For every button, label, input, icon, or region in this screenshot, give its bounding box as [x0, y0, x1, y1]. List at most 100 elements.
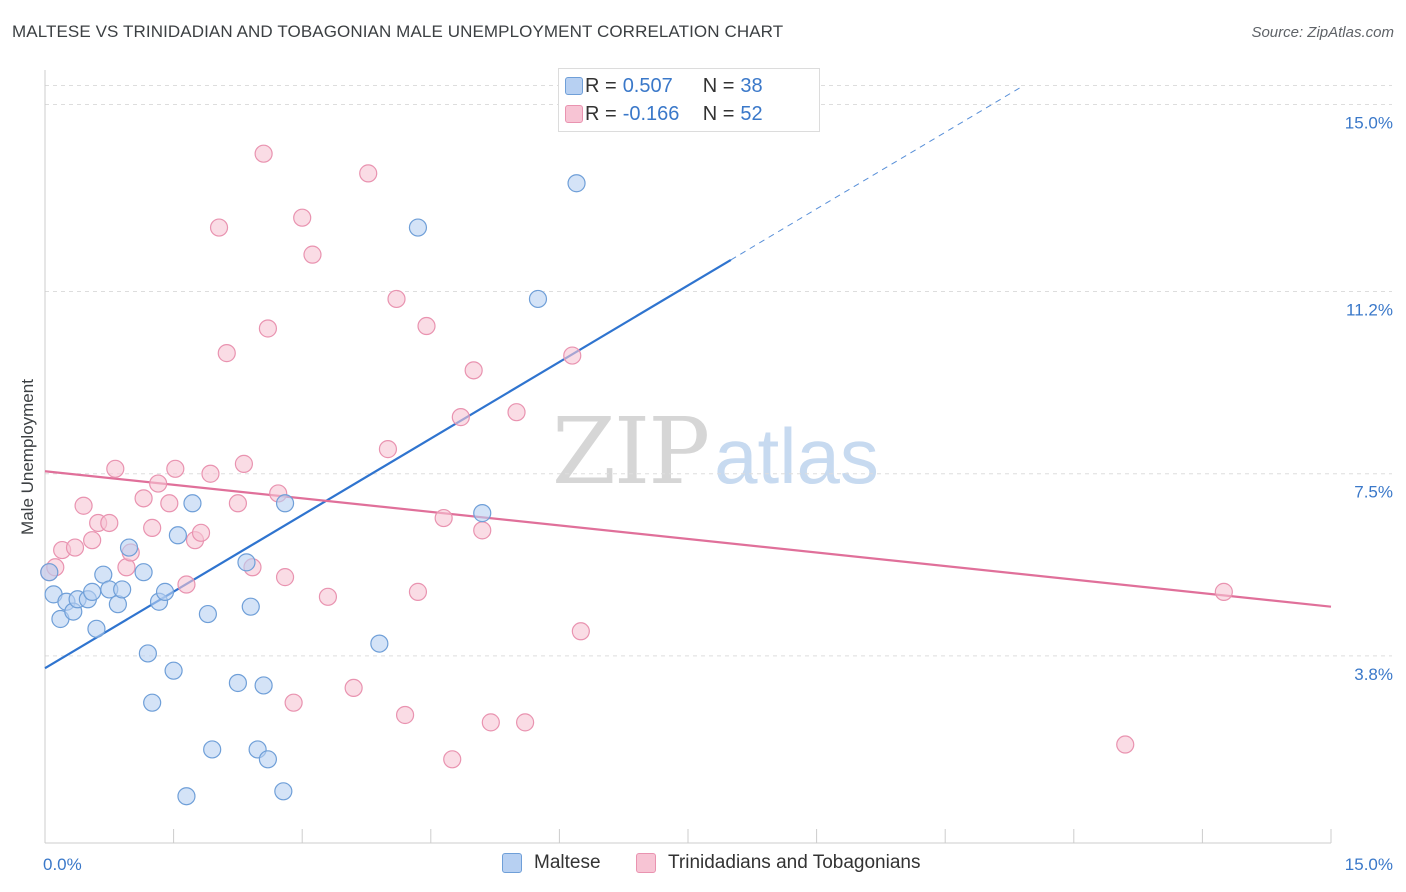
maltese-point [241, 597, 260, 616]
trinidadian-point [106, 459, 125, 478]
maltese-point [40, 563, 59, 582]
trinidadian-point [284, 693, 303, 712]
watermark: ZIPatlas [552, 398, 879, 505]
legend-maltese-label: Maltese [534, 852, 601, 873]
maltese-r-label: R = [585, 74, 617, 97]
maltese-point [143, 693, 162, 712]
trinidadian-point [516, 713, 535, 732]
trinidadian-point [1116, 735, 1135, 754]
maltese-r-value: 0.507 [622, 74, 673, 97]
trinidadian-point [318, 587, 338, 606]
trinidadian-point [451, 408, 470, 427]
y-tick-label: 3.8% [1354, 665, 1393, 684]
maltese-point [228, 673, 247, 693]
trinidadian-point [258, 319, 278, 338]
maltese-swatch [565, 77, 583, 95]
maltese-point [119, 538, 139, 557]
y-tick-label: 15.0% [1345, 113, 1393, 132]
maltese-point [138, 644, 157, 663]
trinidadian-point [473, 521, 492, 540]
trinidadian-point [408, 582, 428, 601]
maltese-trendline [44, 258, 732, 670]
trendline-layer [44, 86, 1332, 670]
maltese-point [254, 676, 273, 695]
trinidadian-point [254, 144, 273, 163]
maltese-point [203, 740, 222, 759]
trinidadian-point [275, 568, 295, 587]
maltese-point [113, 580, 132, 599]
trinidadian-point [201, 464, 220, 483]
y-tick-label: 11.2% [1346, 301, 1393, 320]
trinidadian-point [563, 346, 582, 365]
trinidadian-point [443, 750, 462, 769]
maltese-n-label: N = [702, 74, 735, 97]
points-layer [40, 144, 1233, 806]
maltese-point [87, 619, 106, 638]
trinidadian-point [359, 164, 378, 183]
watermark-atlas: atlas [714, 412, 879, 500]
axis-layer [44, 70, 1332, 844]
trinidadian-point [1214, 582, 1233, 601]
trinidadian-point [83, 531, 102, 550]
maltese-point [237, 553, 256, 572]
trinidadian-n-value: 52 [740, 102, 763, 125]
trinidadian-point [481, 713, 500, 732]
x-tick-label: 0.0% [43, 855, 82, 874]
trinidadian-point [571, 622, 590, 641]
maltese-point [168, 526, 187, 545]
legend-trinidadian-swatch [636, 853, 656, 873]
trinidadian-point [434, 508, 453, 528]
trinidadian-point [344, 678, 363, 698]
stats-row-maltese: R = 0.507 N = 38 [565, 73, 763, 99]
trinidadian-swatch [565, 105, 583, 123]
maltese-point [164, 661, 183, 680]
watermark-zip: ZIP [552, 398, 710, 505]
maltese-trendline-extension [730, 86, 1022, 261]
trinidadian-point [143, 518, 162, 537]
chart-legend: Maltese Trinidadians and Tobagonians [0, 852, 1406, 878]
trinidadian-trendline [44, 470, 1332, 608]
maltese-point [528, 289, 548, 309]
trinidadian-r-value: -0.166 [622, 102, 680, 125]
trinidadian-point [134, 489, 153, 508]
trinidadian-n-label: N = [702, 102, 735, 125]
maltese-point [83, 582, 102, 601]
stats-box: R = 0.507 N = 38 R = -0.166 N = 52 [558, 68, 820, 132]
legend-item-trinidadian[interactable]: Trinidadians and Tobagonians [636, 852, 920, 874]
maltese-point [275, 494, 295, 513]
maltese-point [370, 634, 389, 653]
trinidadian-point [74, 496, 93, 515]
maltese-point [258, 750, 278, 769]
trinidadian-point [100, 513, 119, 533]
maltese-n-value: 38 [740, 74, 763, 97]
maltese-point [198, 604, 217, 624]
trinidadian-point [303, 245, 322, 264]
source-credit: Source: ZipAtlas.com [1251, 24, 1394, 41]
maltese-point [155, 582, 175, 601]
trinidadian-point [177, 575, 196, 594]
trinidadian-point [293, 208, 312, 227]
maltese-point [274, 782, 293, 801]
trinidadian-point [149, 474, 168, 493]
trinidadian-point [395, 705, 415, 725]
stats-row-trinidadian: R = -0.166 N = 52 [565, 101, 763, 127]
legend-item-maltese[interactable]: Maltese [502, 852, 601, 874]
legend-maltese-swatch [502, 853, 522, 873]
maltese-point [473, 504, 492, 523]
tick-label-layer: 3.8% 7.5% 11.2% 15.0% 0.0% 15.0% [43, 113, 1393, 874]
trinidadian-point [65, 538, 85, 557]
trinidadian-point [387, 289, 406, 309]
legend-trinidadian-label: Trinidadians and Tobagonians [668, 852, 921, 873]
maltese-point [134, 563, 153, 582]
trinidadian-point [160, 494, 179, 513]
trinidadian-point [507, 403, 526, 422]
trinidadian-r-label: R = [585, 102, 617, 125]
trinidadian-point [464, 361, 483, 380]
trinidadian-point [166, 459, 185, 478]
trinidadian-point [417, 316, 436, 336]
trinidadian-point [378, 440, 398, 459]
maltese-point [183, 494, 202, 513]
x-tick-label: 15.0% [1345, 855, 1393, 874]
maltese-point [408, 218, 428, 237]
